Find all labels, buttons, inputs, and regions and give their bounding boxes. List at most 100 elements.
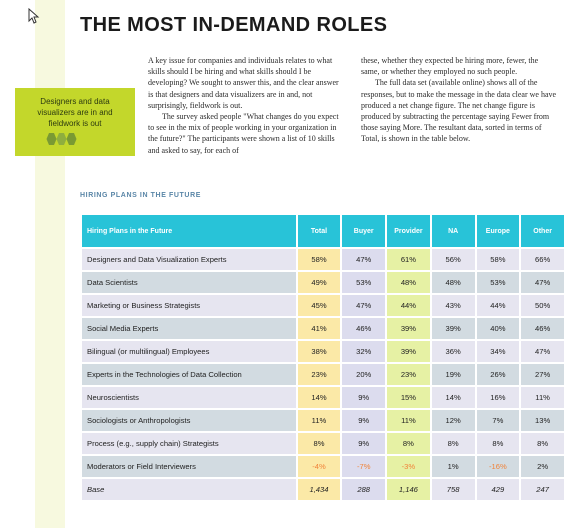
row-label: Neuroscientists <box>82 387 296 408</box>
hexagon-logo-icon <box>46 133 77 145</box>
table-cell: 8% <box>431 433 475 454</box>
callout-text: Designers and data visualizers are in an… <box>37 97 113 128</box>
table-row: Sociologists or Anthropologists 11% 9% 11% 1… <box>82 410 564 431</box>
table-cell: 53% <box>342 272 386 293</box>
table-cell: 2% <box>521 456 564 477</box>
body-column-2: these, whether they expected be hiring m… <box>361 55 557 145</box>
column-header: Other <box>521 215 564 247</box>
column-header: Provider <box>387 215 430 247</box>
table-row: Social Media Experts 41% 46% 39% 39% 40% 46% <box>82 318 564 339</box>
table-cell: 9% <box>342 410 386 431</box>
table-row: Experts in the Technologies of Data Coll… <box>82 364 564 385</box>
table-cell: 66% <box>521 249 564 270</box>
table-cell: 45% <box>297 295 341 316</box>
row-label: Marketing or Business Strategists <box>82 295 296 316</box>
table-cell: 39% <box>431 318 475 339</box>
table-cell: -3% <box>387 456 430 477</box>
table-cell: 8% <box>521 433 564 454</box>
paragraph: A key issue for companies and individual… <box>148 56 339 110</box>
table-cell: 46% <box>521 318 564 339</box>
table-cell: -4% <box>297 456 341 477</box>
table-row: Bilingual (or multilingual) Employees 38%… <box>82 341 564 362</box>
table-cell: 12% <box>431 410 475 431</box>
row-label: Moderators or Field Interviewers <box>82 456 296 477</box>
table-header-row: Hiring Plans in the Future Total Buyer Prov… <box>82 215 564 247</box>
row-label: Bilingual (or multilingual) Employees <box>82 341 296 362</box>
table-cell: 44% <box>387 295 430 316</box>
column-header: Europe <box>476 215 520 247</box>
table-cell: 58% <box>476 249 520 270</box>
table-cell: 11% <box>387 410 430 431</box>
table-cell: 39% <box>387 318 430 339</box>
table-cell: 8% <box>387 433 430 454</box>
paragraph: The full data set (available online) sho… <box>361 78 557 144</box>
margin-strip <box>35 0 65 528</box>
row-label: Data Scientists <box>82 272 296 293</box>
table-cell: 56% <box>431 249 475 270</box>
table-cell: 43% <box>431 295 475 316</box>
table-cell: 16% <box>476 387 520 408</box>
table-cell: 14% <box>431 387 475 408</box>
table-cell: 1% <box>431 456 475 477</box>
table-cell: 34% <box>476 341 520 362</box>
table-cell: 58% <box>297 249 341 270</box>
table-row: Marketing or Business Strategists 45% 47% 4… <box>82 295 564 316</box>
table-cell: 48% <box>387 272 430 293</box>
table-cell: 8% <box>297 433 341 454</box>
table-row: Neuroscientists 14% 9% 15% 14% 16% 11% <box>82 387 564 408</box>
table-cell: 50% <box>521 295 564 316</box>
table-section-label: HIRING PLANS IN THE FUTURE <box>80 192 201 199</box>
column-header: Total <box>297 215 341 247</box>
table-row: Data Scientists 49% 53% 48% 48% 53% 47% <box>82 272 564 293</box>
table-cell: 53% <box>476 272 520 293</box>
column-header: NA <box>431 215 475 247</box>
row-label: Process (e.g., supply chain) Strategists <box>82 433 296 454</box>
table-cell: 15% <box>387 387 430 408</box>
table-cell: 1,146 <box>387 479 430 500</box>
table-row: Designers and Data Visualization Experts… <box>82 249 564 270</box>
page-title: THE MOST IN-DEMAND ROLES <box>80 14 388 36</box>
table-cell: 758 <box>431 479 475 500</box>
table-cell: 40% <box>476 318 520 339</box>
row-label: Sociologists or Anthropologists <box>82 410 296 431</box>
table-cell: 41% <box>297 318 341 339</box>
table-row: Moderators or Field Interviewers -4% -7% -3… <box>82 456 564 477</box>
table-cell: -16% <box>476 456 520 477</box>
mouse-cursor-icon <box>28 8 40 24</box>
table-cell: 9% <box>342 433 386 454</box>
table-cell: 7% <box>476 410 520 431</box>
table-cell: 36% <box>431 341 475 362</box>
table-cell: 47% <box>521 272 564 293</box>
table-cell: 14% <box>297 387 341 408</box>
table-cell: 27% <box>521 364 564 385</box>
table-cell: 9% <box>342 387 386 408</box>
table-cell: 61% <box>387 249 430 270</box>
table-cell: 47% <box>342 295 386 316</box>
row-label: Base <box>82 479 296 500</box>
table-cell: 47% <box>521 341 564 362</box>
table-cell: 11% <box>521 387 564 408</box>
table-cell: 46% <box>342 318 386 339</box>
table-cell: 47% <box>342 249 386 270</box>
body-column-1: A key issue for companies and individual… <box>148 55 344 156</box>
table-cell: 44% <box>476 295 520 316</box>
table-cell: 23% <box>297 364 341 385</box>
column-header: Buyer <box>342 215 386 247</box>
table-cell: 1,434 <box>297 479 341 500</box>
table-cell: 19% <box>431 364 475 385</box>
table-cell: 20% <box>342 364 386 385</box>
callout-box: Designers and data visualizers are in an… <box>15 88 135 156</box>
table-cell: 288 <box>342 479 386 500</box>
column-header: Hiring Plans in the Future <box>82 215 296 247</box>
row-label: Social Media Experts <box>82 318 296 339</box>
table-cell: 32% <box>342 341 386 362</box>
table-cell: 8% <box>476 433 520 454</box>
table-cell: 26% <box>476 364 520 385</box>
table-cell: 48% <box>431 272 475 293</box>
row-label: Designers and Data Visualization Experts <box>82 249 296 270</box>
table-row: Base 1,434 288 1,146 758 429 247 <box>82 479 564 500</box>
hiring-plans-table: Hiring Plans in the Future Total Buyer Prov… <box>80 213 566 502</box>
table-cell: 23% <box>387 364 430 385</box>
table-cell: 49% <box>297 272 341 293</box>
paragraph: The survey asked people "What changes do… <box>148 112 339 155</box>
